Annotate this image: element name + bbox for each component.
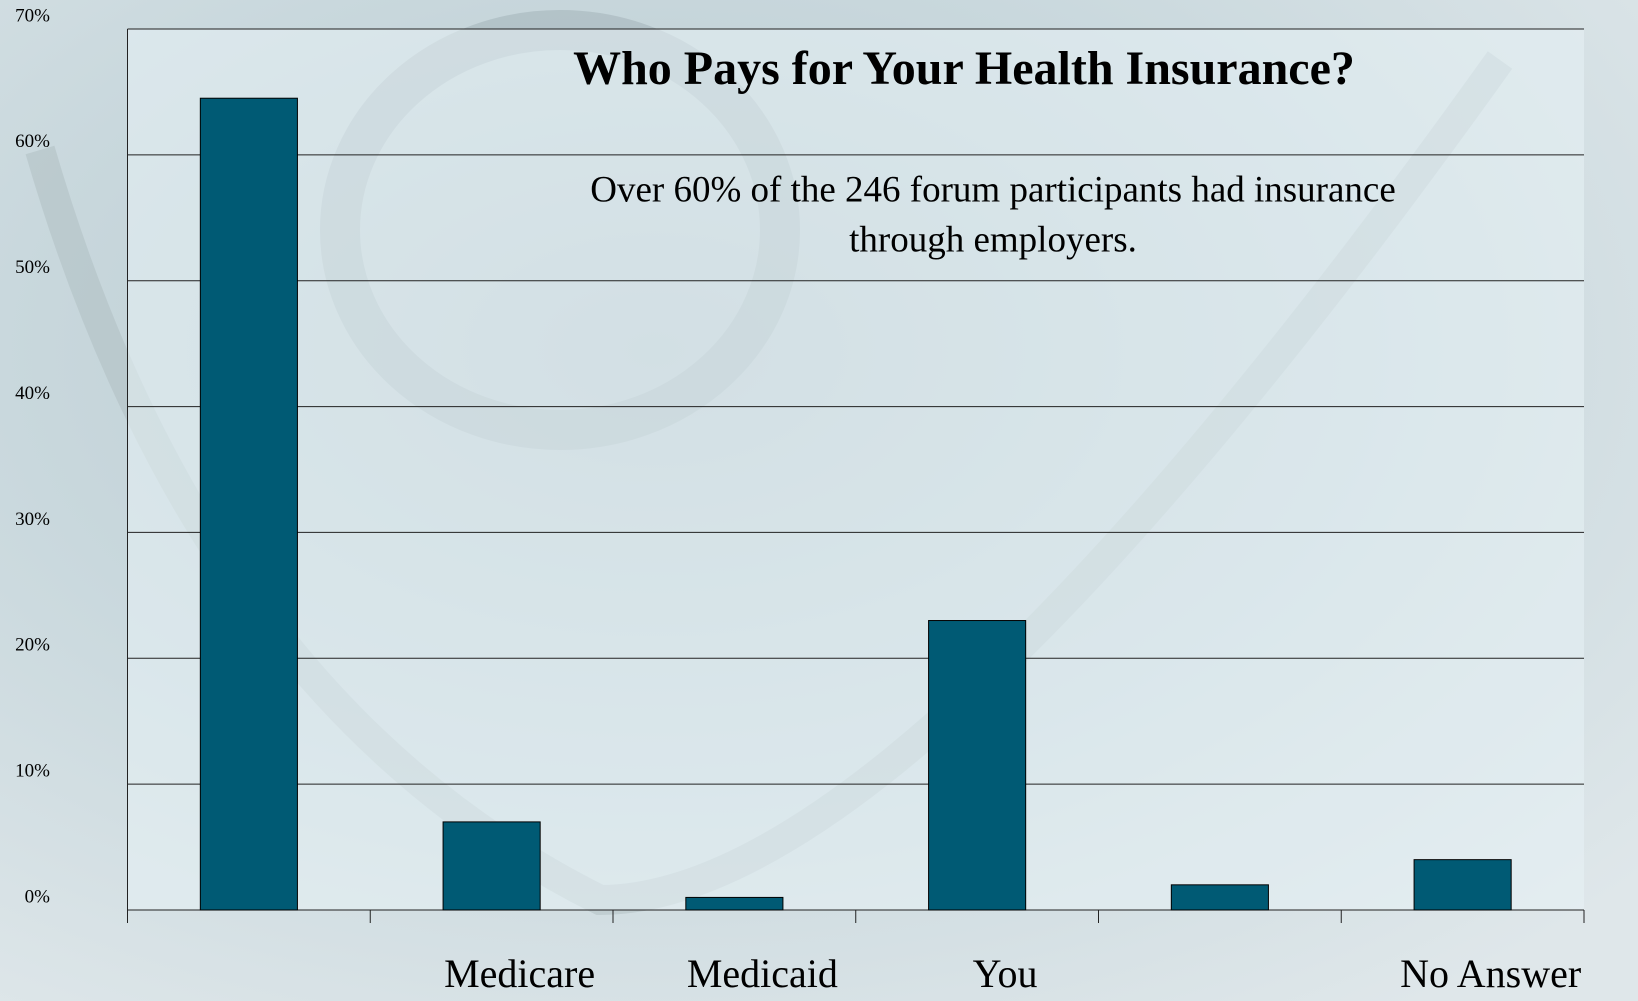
x-tick-label: Medicaid (687, 951, 838, 996)
bar (443, 822, 540, 910)
y-tick-label: 20% (15, 635, 50, 656)
bar (1414, 860, 1511, 910)
y-tick-label: 10% (15, 761, 50, 782)
y-tick-label: 70% (15, 5, 50, 26)
x-tick-label: Medicare (444, 951, 595, 996)
y-tick-label: 50% (15, 257, 50, 278)
page: Who Pays for Your Health Insurance? Over… (0, 0, 1638, 1001)
bar (929, 621, 1026, 910)
chart-subtitle: Over 60% of the 246 forum participants h… (590, 169, 1396, 210)
chart: Who Pays for Your Health Insurance? Over… (0, 0, 1638, 1001)
x-tick-label: No Answer (1400, 951, 1581, 996)
y-tick-label: 30% (15, 509, 50, 530)
y-tick-label: 40% (15, 383, 50, 404)
y-tick-label: 60% (15, 131, 50, 152)
chart-subtitle: through employers. (849, 219, 1137, 260)
bar (1171, 885, 1268, 910)
plot-area (128, 29, 1585, 910)
y-tick-label: 0% (25, 886, 51, 907)
chart-title: Who Pays for Your Health Insurance? (573, 42, 1355, 95)
x-tick-label: You (973, 951, 1038, 996)
bar (200, 98, 297, 910)
bar (686, 897, 783, 910)
